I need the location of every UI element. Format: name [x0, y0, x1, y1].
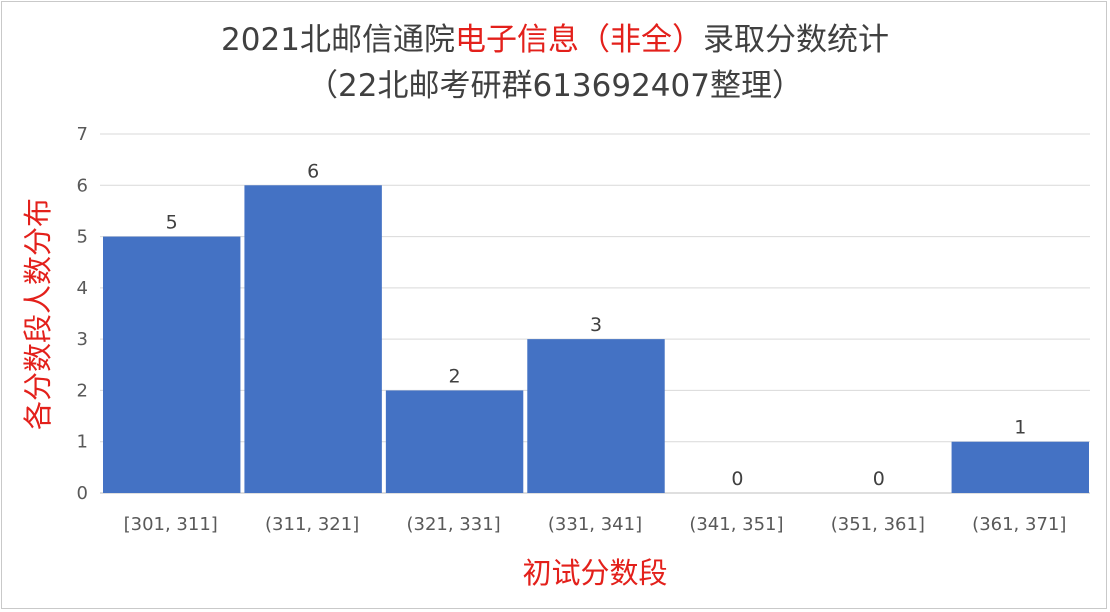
y-tick-label: 5 [77, 227, 88, 248]
bar-value-label: 0 [731, 468, 743, 490]
x-tick-label: (321, 331] [406, 514, 500, 535]
bar [244, 185, 382, 494]
x-tick-label: (331, 341] [548, 514, 642, 535]
bar [951, 441, 1089, 493]
y-tick-label: 2 [77, 380, 88, 401]
title-part-1: 2021北邮信通院 [221, 22, 455, 58]
chart-title: 2021北邮信通院电子信息（非全）录取分数统计 [0, 18, 1110, 62]
y-tick-label: 6 [77, 175, 88, 196]
x-tick-label: (311, 321] [265, 514, 359, 535]
bar-value-label: 3 [590, 314, 602, 336]
x-tick-label: (351, 361] [831, 514, 925, 535]
title-part-2: 电子信息（非全） [454, 22, 703, 58]
bar [527, 339, 665, 493]
title-part-3: 录取分数统计 [702, 22, 889, 58]
chart-subtitle: （22北邮考研群613692407整理） [307, 68, 803, 104]
bar-value-label: 0 [873, 468, 885, 490]
bar-value-label: 2 [449, 365, 461, 387]
bar-value-label: 6 [307, 160, 319, 182]
bar [103, 236, 241, 494]
y-tick-label: 3 [77, 329, 88, 350]
bar [385, 390, 524, 493]
x-tick-label: [301, 311] [124, 514, 218, 535]
x-axis-label: 初试分数段 [522, 556, 668, 590]
x-tick-label: (361, 371] [972, 514, 1066, 535]
y-tick-label: 7 [77, 124, 88, 145]
bar-value-label: 5 [166, 212, 178, 234]
y-tick-label: 1 [77, 432, 88, 453]
x-tick-label: (341, 351] [689, 514, 783, 535]
y-tick-label: 0 [77, 483, 88, 504]
y-tick-label: 4 [77, 278, 88, 299]
bar-value-label: 1 [1014, 417, 1026, 439]
